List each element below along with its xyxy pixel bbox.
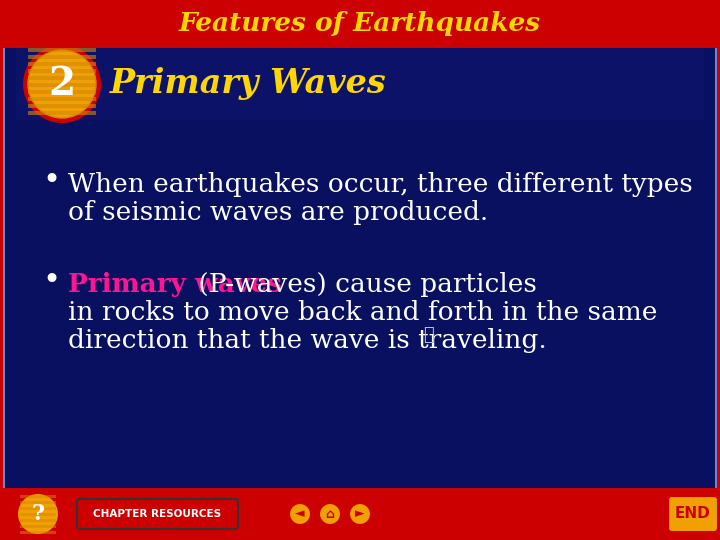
Bar — [28, 76, 96, 79]
Ellipse shape — [14, 490, 62, 538]
Bar — [28, 97, 96, 100]
Bar — [28, 83, 96, 86]
Bar — [20, 507, 56, 510]
Text: direction that the wave is traveling.: direction that the wave is traveling. — [68, 328, 546, 353]
Bar — [20, 495, 56, 498]
Text: ◄: ◄ — [295, 508, 305, 521]
Bar — [20, 513, 56, 516]
Ellipse shape — [289, 503, 311, 525]
Ellipse shape — [28, 50, 96, 118]
Text: •: • — [42, 166, 60, 195]
Text: CHAPTER RESOURCES: CHAPTER RESOURCES — [93, 509, 221, 519]
Bar — [28, 69, 96, 72]
Text: 🔈: 🔈 — [423, 326, 433, 344]
FancyBboxPatch shape — [77, 499, 238, 529]
Bar — [20, 525, 56, 528]
Bar — [28, 55, 96, 58]
Text: ⌂: ⌂ — [325, 508, 335, 521]
Text: ?: ? — [32, 503, 45, 525]
Bar — [20, 501, 56, 504]
Text: 2: 2 — [48, 65, 76, 103]
Text: of seismic waves are produced.: of seismic waves are produced. — [68, 200, 488, 225]
Bar — [28, 48, 96, 51]
Text: END: END — [675, 507, 711, 522]
Bar — [16, 48, 704, 120]
Ellipse shape — [23, 45, 101, 123]
Text: Features of Earthquakes: Features of Earthquakes — [179, 11, 541, 37]
Text: Primary Waves: Primary Waves — [110, 68, 387, 100]
FancyBboxPatch shape — [4, 42, 716, 494]
Text: •: • — [42, 266, 60, 295]
Ellipse shape — [18, 494, 58, 534]
Text: ►: ► — [355, 508, 365, 521]
Bar — [28, 111, 96, 114]
Bar — [28, 104, 96, 107]
FancyBboxPatch shape — [668, 496, 718, 532]
Ellipse shape — [349, 503, 371, 525]
Text: in rocks to move back and forth in the same: in rocks to move back and forth in the s… — [68, 300, 657, 325]
Bar — [0, 0, 720, 48]
Bar — [28, 62, 96, 65]
Text: (P-waves) cause particles: (P-waves) cause particles — [190, 272, 537, 297]
Bar — [0, 488, 720, 540]
Bar — [28, 90, 96, 93]
Bar — [20, 531, 56, 534]
Text: Primary waves: Primary waves — [68, 272, 282, 297]
Text: When earthquakes occur, three different types: When earthquakes occur, three different … — [68, 172, 693, 197]
Ellipse shape — [319, 503, 341, 525]
Bar — [20, 519, 56, 522]
